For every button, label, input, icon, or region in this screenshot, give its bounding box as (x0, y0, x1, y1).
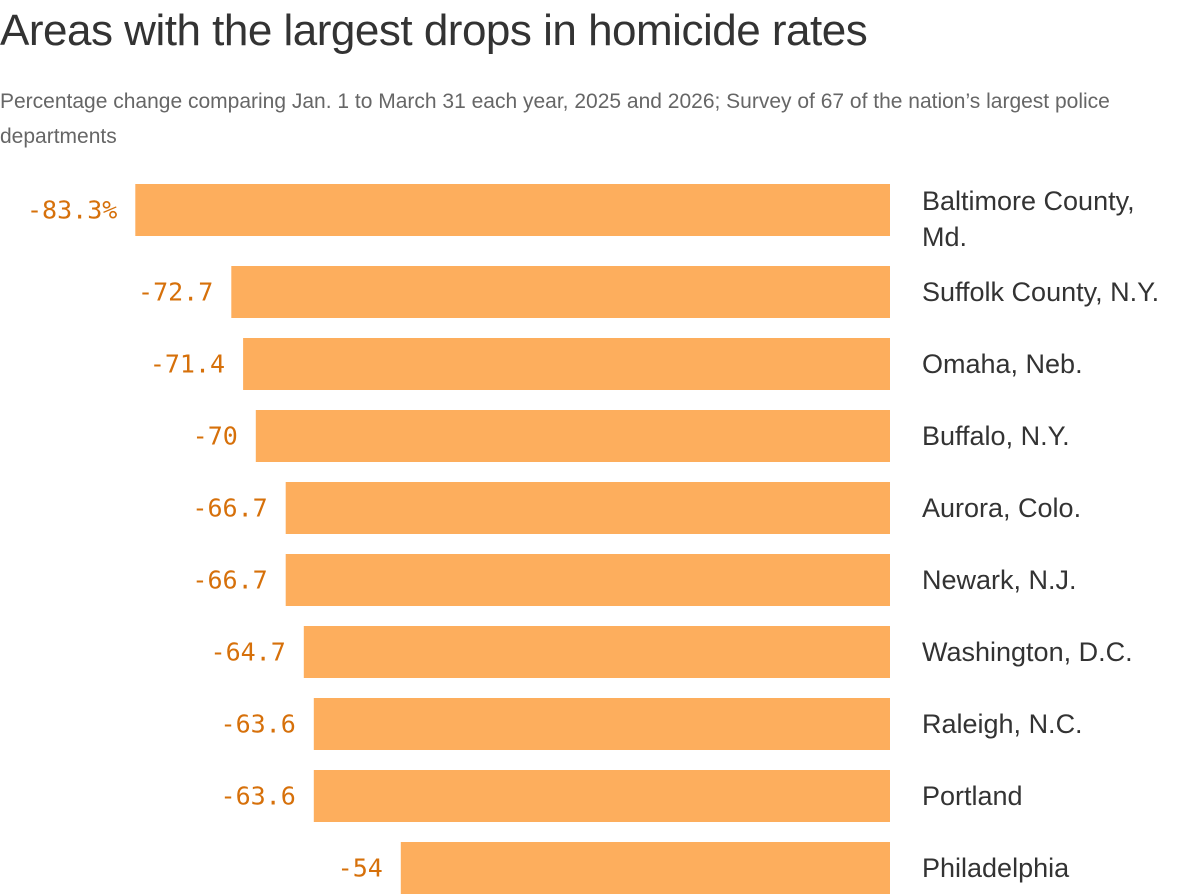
value-label: -64.7 (211, 638, 286, 667)
chart-title: Areas with the largest drops in homicide… (0, 6, 868, 55)
category-label: Baltimore County, Md. (922, 186, 1135, 252)
category-label: Omaha, Neb. (922, 349, 1083, 379)
bar (243, 338, 891, 390)
value-label: -72.7 (138, 278, 213, 307)
bar (285, 554, 890, 606)
value-label: -63.6 (221, 782, 296, 811)
chart-subtitle: Percentage change comparing Jan. 1 to Ma… (0, 90, 1110, 148)
category-label: Raleigh, N.C. (922, 709, 1083, 739)
bar (285, 482, 890, 534)
bar (400, 842, 890, 894)
value-label: -66.7 (192, 494, 267, 523)
category-label: Aurora, Colo. (922, 493, 1081, 523)
bar (231, 266, 891, 318)
value-label: -71.4 (150, 350, 225, 379)
value-label: -54 (338, 854, 383, 883)
category-label: Newark, N.J. (922, 565, 1077, 595)
category-label: Portland (922, 781, 1023, 811)
category-label: Suffolk County, N.Y. (922, 277, 1159, 307)
bar (313, 698, 890, 750)
bar (303, 626, 890, 678)
category-label: Philadelphia (922, 853, 1070, 883)
value-label: -63.6 (221, 710, 296, 739)
category-label: Buffalo, N.Y. (922, 421, 1070, 451)
value-label: -70 (193, 422, 238, 451)
bar (313, 770, 890, 822)
bar (255, 410, 891, 462)
value-label: -83.3% (27, 196, 117, 225)
bar (135, 184, 891, 236)
category-label: Washington, D.C. (922, 637, 1133, 667)
value-label: -66.7 (192, 566, 267, 595)
